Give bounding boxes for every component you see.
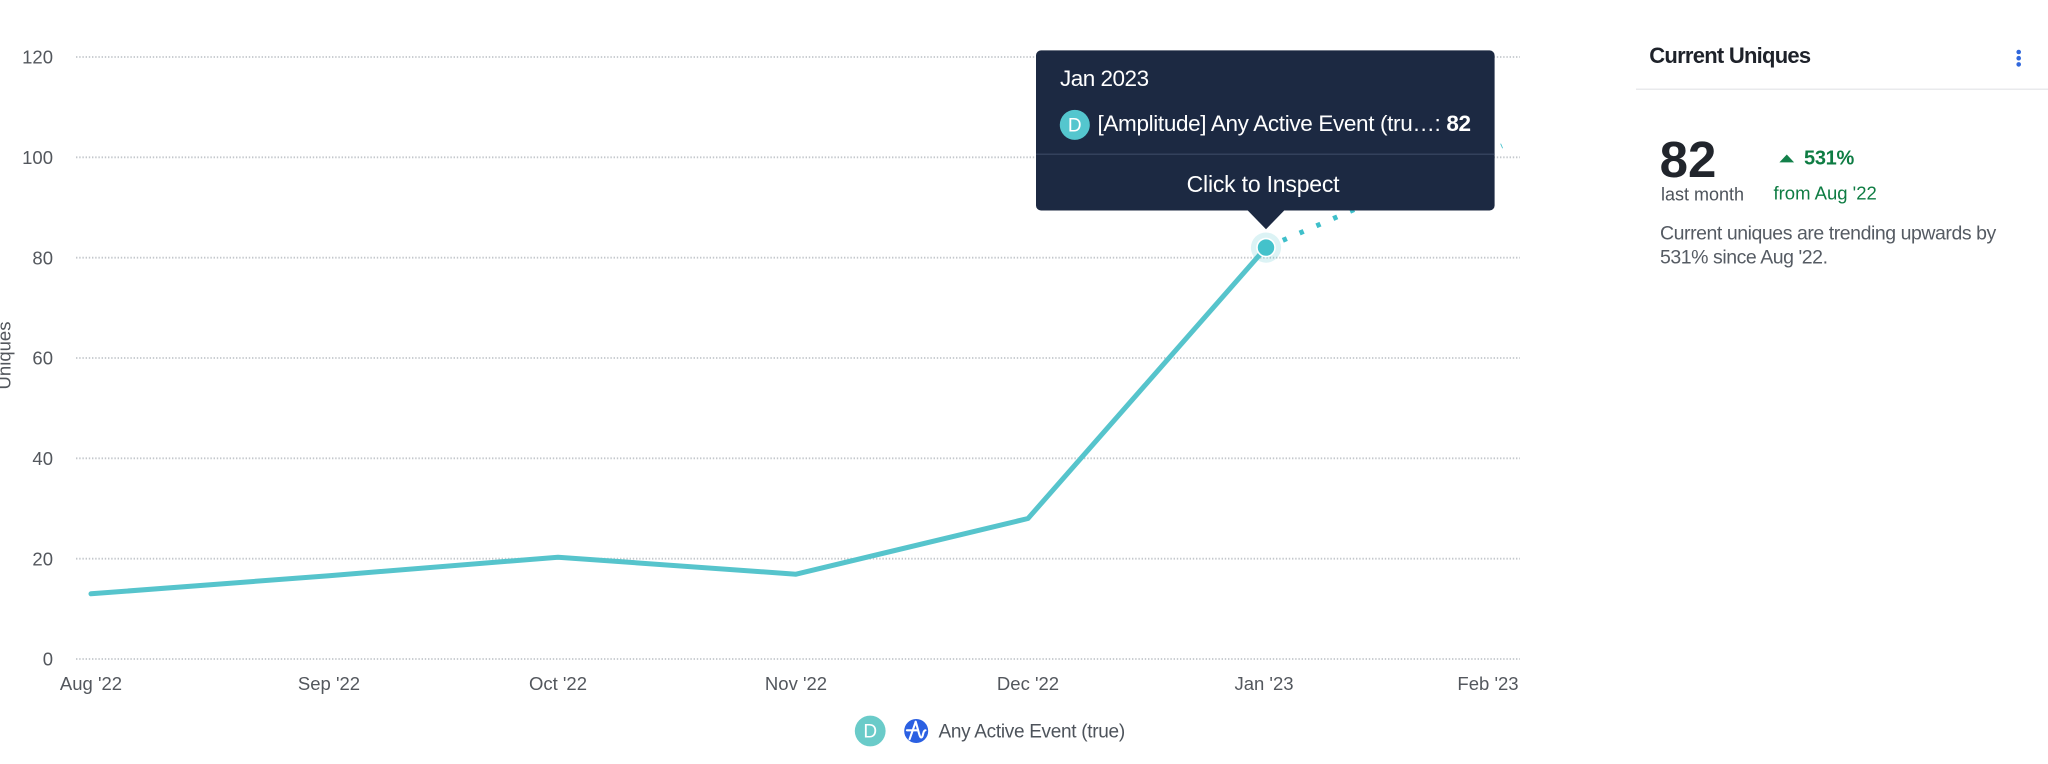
svg-text:100: 100 xyxy=(22,147,53,168)
svg-text:40: 40 xyxy=(32,448,53,469)
svg-text:82: 82 xyxy=(1660,131,1717,188)
svg-text:Nov '22: Nov '22 xyxy=(765,673,827,694)
svg-text:Sep '22: Sep '22 xyxy=(298,673,360,694)
svg-text:0: 0 xyxy=(43,649,53,670)
svg-text:D: D xyxy=(1068,116,1082,137)
svg-text:80: 80 xyxy=(32,247,53,268)
svg-text:D: D xyxy=(863,722,877,743)
svg-text:Any Active Event (true): Any Active Event (true) xyxy=(939,722,1125,743)
svg-text:Dec '22: Dec '22 xyxy=(997,673,1059,694)
svg-text:531% since Aug '22.: 531% since Aug '22. xyxy=(1660,247,1828,269)
svg-text:Oct '22: Oct '22 xyxy=(529,673,587,694)
svg-text:Current uniques are trending u: Current uniques are trending upwards by xyxy=(1660,223,1997,245)
svg-text:20: 20 xyxy=(32,548,53,569)
svg-text:120: 120 xyxy=(22,47,53,68)
svg-text:from Aug '22: from Aug '22 xyxy=(1774,183,1877,204)
svg-text:[Amplitude] Any Active Event (: [Amplitude] Any Active Event (tru…: 82 xyxy=(1098,111,1471,136)
svg-text:last month: last month xyxy=(1661,184,1744,204)
svg-text:Feb '23: Feb '23 xyxy=(1457,673,1518,694)
svg-text:60: 60 xyxy=(32,348,53,369)
svg-text:Click to Inspect: Click to Inspect xyxy=(1187,171,1341,197)
svg-text:Jan 2023: Jan 2023 xyxy=(1060,66,1149,91)
svg-text:Aug '22: Aug '22 xyxy=(60,673,122,694)
svg-text:Jan '23: Jan '23 xyxy=(1234,673,1293,694)
svg-text:Current Uniques: Current Uniques xyxy=(1649,43,1811,68)
svg-text:Uniques: Uniques xyxy=(0,322,15,390)
svg-text:531%: 531% xyxy=(1804,147,1854,169)
